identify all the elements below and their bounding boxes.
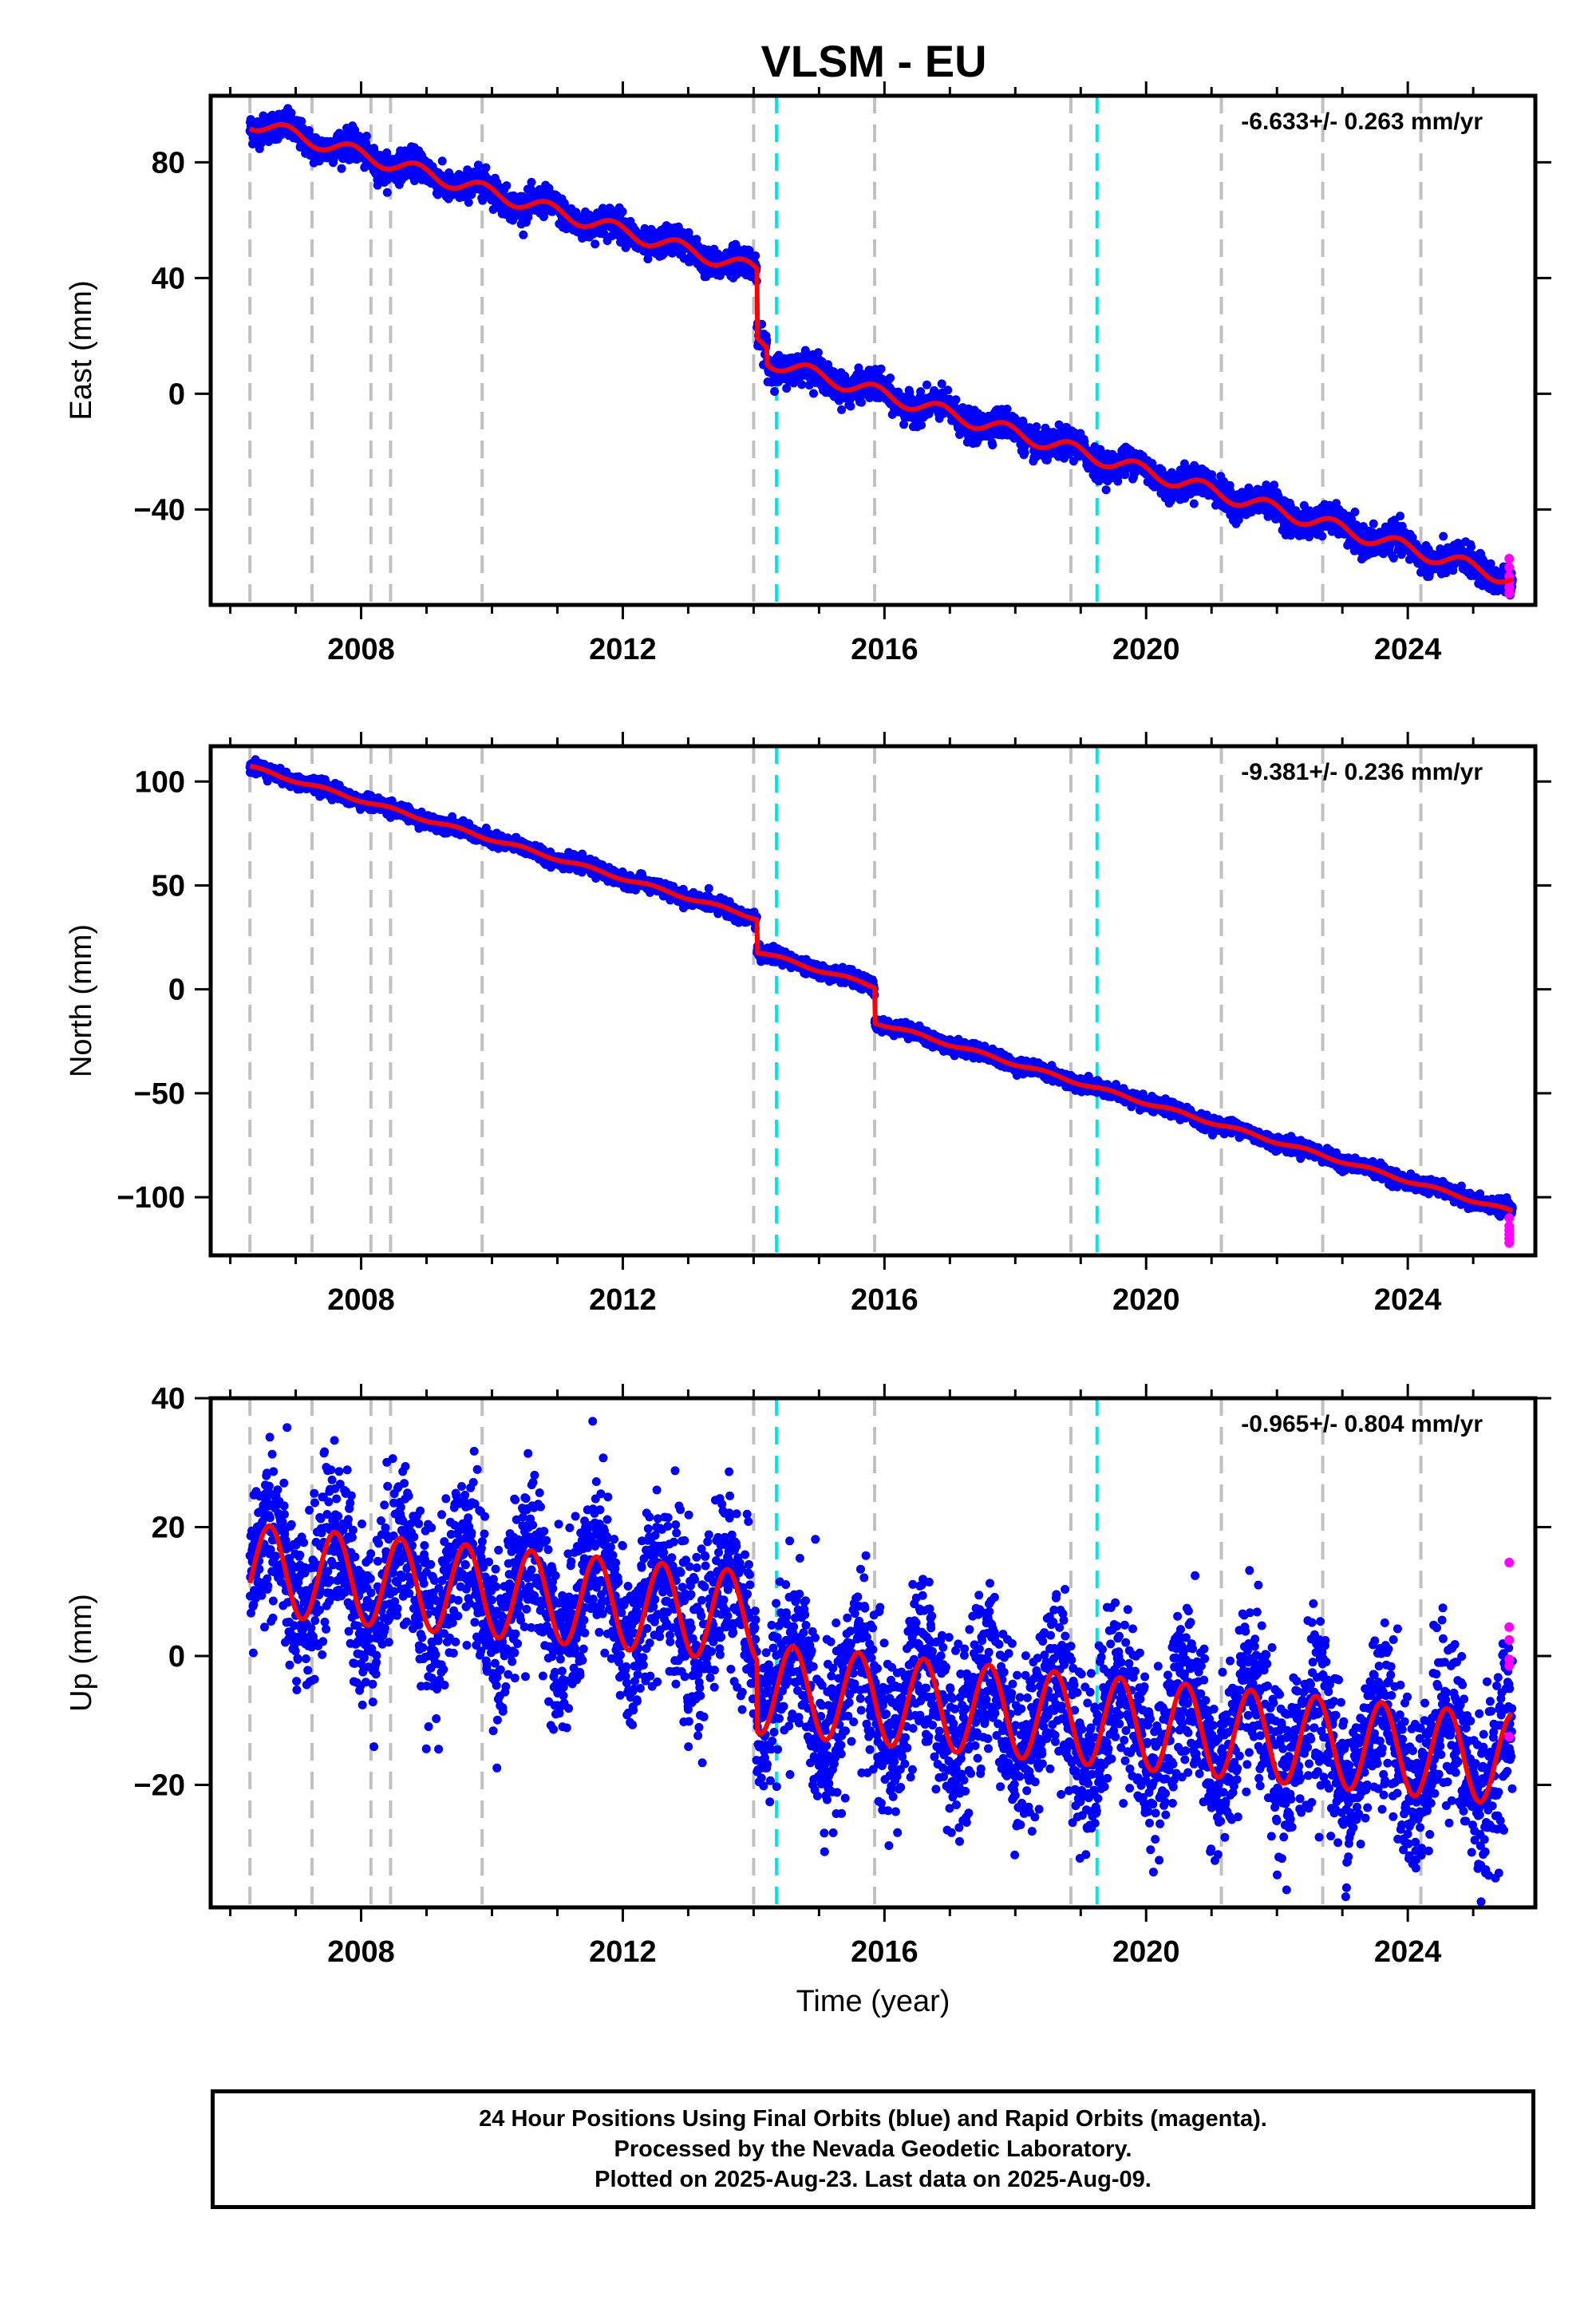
x-tick-label: 2020 [1112, 633, 1180, 666]
model-fit-line [248, 763, 1515, 1214]
x-tick-label: 2024 [1374, 1283, 1442, 1317]
panel-north: 2008 2012 2016 2020 2024 100 50 0 −50 −100 North (… [65, 732, 1551, 1317]
footer-line-2: Processed by the Nevada Geodetic Laborat… [614, 2136, 1132, 2162]
rapid-orbit-point [1504, 1622, 1515, 1632]
plot-area [245, 1398, 1517, 1907]
rapid-orbit-point [1504, 1238, 1515, 1248]
x-axis-label: Time (year) [796, 1985, 950, 2018]
model-fit-line [247, 1523, 1515, 1804]
rapid-orbit-point [1504, 1213, 1515, 1223]
plot-area [245, 746, 1517, 1255]
panel-frame [208, 744, 1538, 1258]
x-tick-label: 2016 [851, 1283, 918, 1317]
y-tick-label: −20 [134, 1769, 185, 1803]
rapid-orbit-point [1504, 554, 1515, 563]
footer-line-3: Plotted on 2025-Aug-23. Last data on 202… [595, 2167, 1152, 2192]
footer-line-1: 24 Hour Positions Using Final Orbits (bl… [479, 2106, 1267, 2132]
rapid-orbit-point [1504, 1557, 1515, 1567]
rapid-orbit-point [1504, 562, 1515, 572]
y-tick-label: 0 [168, 377, 185, 411]
y-tick-label: 0 [168, 1640, 185, 1674]
x-tick-label: 2016 [851, 1935, 918, 1969]
x-tick-label: 2012 [589, 1935, 657, 1969]
rate-annotation: -6.633+/- 0.263 mm/yr [1241, 109, 1483, 135]
x-tick-label: 2020 [1112, 1283, 1180, 1317]
y-tick-label: −40 [134, 493, 185, 527]
figure-title: VLSM - EU [760, 36, 986, 86]
x-tick-label: 2008 [327, 1935, 395, 1969]
y-axis-label: Up (mm) [65, 1594, 98, 1712]
rate-annotation: -9.381+/- 0.236 mm/yr [1241, 759, 1483, 785]
rapid-orbit-point [1504, 588, 1515, 599]
rapid-orbit-point [1504, 1731, 1515, 1741]
y-tick-label: 0 [168, 974, 185, 1007]
panel-frame [208, 1396, 1538, 1910]
y-tick-label: 50 [152, 869, 185, 903]
x-tick-label: 2024 [1374, 1935, 1442, 1969]
y-tick-label: 80 [152, 146, 185, 180]
y-tick-label: −100 [117, 1181, 185, 1215]
y-tick-label: 100 [135, 765, 185, 799]
y-tick-label: −50 [134, 1077, 185, 1111]
panel-up: 2008 2012 2016 2020 2024 40 20 0 −20 Up (mm) Time … [65, 1382, 1551, 2018]
plot-area [245, 96, 1517, 605]
rapid-orbit-point [1504, 1661, 1515, 1671]
y-tick-label: 20 [152, 1512, 185, 1545]
final-orbit-points [245, 1417, 1517, 1907]
panel-east: 2008 2012 2016 2020 2024 80 40 0 −40 East (mm) -6.… [65, 81, 1551, 666]
y-axis-label: North (mm) [65, 924, 98, 1077]
y-tick-label: 40 [152, 262, 185, 295]
x-tick-label: 2012 [589, 633, 657, 666]
rate-annotation: -0.965+/- 0.804 mm/yr [1241, 1411, 1483, 1437]
rapid-orbit-point [1504, 1634, 1515, 1645]
model-fit-line [248, 122, 1515, 585]
x-tick-label: 2008 [327, 633, 395, 666]
footer-note: 24 Hour Positions Using Final Orbits (bl… [211, 2089, 1535, 2209]
y-tick-label: 40 [152, 1382, 185, 1416]
x-tick-label: 2012 [589, 1283, 657, 1317]
x-tick-label: 2024 [1374, 633, 1442, 666]
x-tick-label: 2008 [327, 1283, 395, 1317]
x-tick-label: 2016 [851, 633, 918, 666]
y-axis-label: East (mm) [65, 280, 98, 420]
x-tick-label: 2020 [1112, 1935, 1180, 1969]
panel-frame [208, 93, 1538, 607]
